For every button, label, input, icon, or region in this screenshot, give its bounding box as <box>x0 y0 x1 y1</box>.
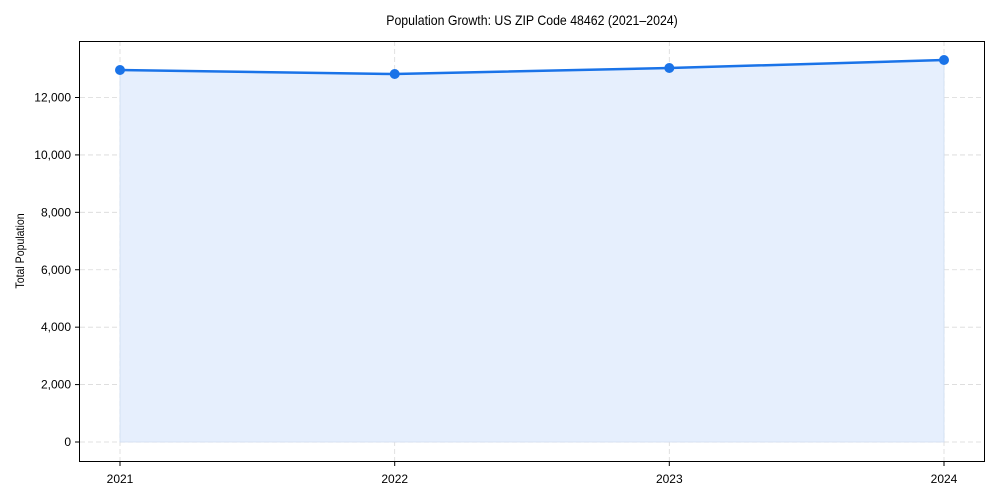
data-points <box>115 55 949 80</box>
data-point <box>664 63 675 74</box>
plot-frame <box>79 41 985 462</box>
chart-title: Population Growth: US ZIP Code 48462 (20… <box>386 12 678 28</box>
y-tick-label: 8,000 <box>41 205 71 219</box>
area-fill <box>119 59 945 443</box>
x-axis-ticks: 2021 2022 2023 2024 <box>107 461 958 486</box>
x-tick-label: 2024 <box>931 472 958 486</box>
y-tick-label: 12,000 <box>34 91 71 105</box>
y-tick-label: 4,000 <box>41 320 71 334</box>
y-tick-label: 6,000 <box>41 263 71 277</box>
x-tick-label: 2022 <box>381 472 408 486</box>
data-line <box>119 58 945 76</box>
x-tick-label: 2021 <box>107 472 134 486</box>
data-point <box>389 69 400 80</box>
x-tick-label: 2023 <box>656 472 683 486</box>
data-point <box>939 55 949 66</box>
y-tick-label: 2,000 <box>41 378 71 392</box>
y-tick-label: 0 <box>64 435 71 449</box>
data-point <box>115 65 125 76</box>
y-axis-ticks: 0 2,000 4,000 6,000 8,000 10,000 12,000 <box>34 91 80 449</box>
y-tick-label: 10,000 <box>34 148 71 162</box>
